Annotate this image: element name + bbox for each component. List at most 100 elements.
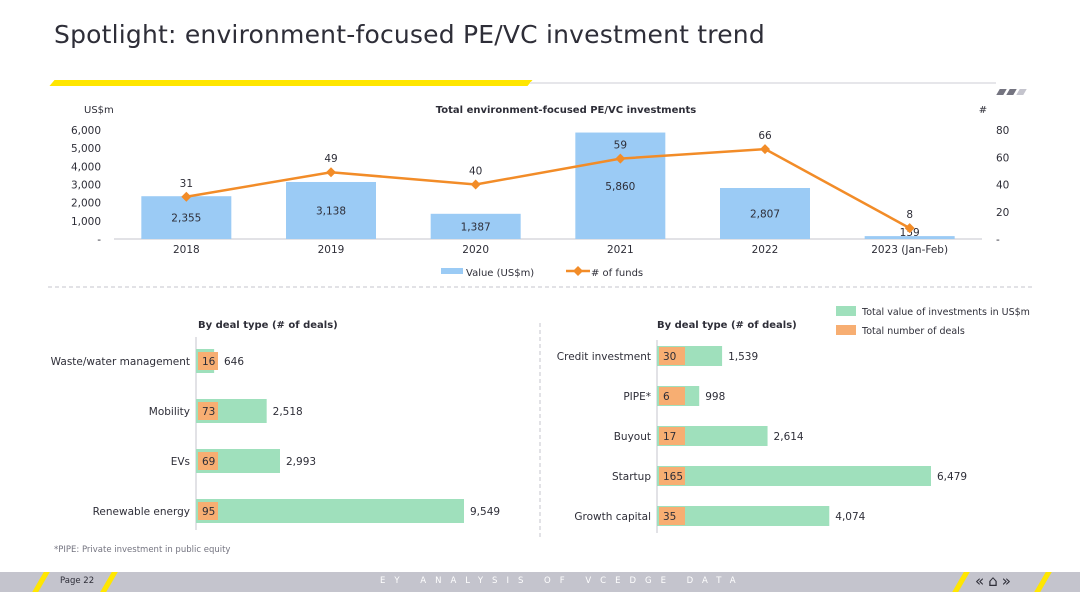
footer-nav: «⌂»: [975, 572, 1015, 590]
value-label: 6,479: [937, 471, 967, 483]
page-number: Page 22: [60, 576, 95, 586]
legend-value-swatch: [441, 268, 463, 274]
category-label: Mobility: [149, 406, 190, 418]
bar-data-label: 3,138: [316, 205, 346, 217]
count-marker: [198, 502, 218, 520]
left-tick-label: 5,000: [71, 143, 101, 155]
count-label: 35: [663, 511, 676, 523]
funds-data-label: 8: [906, 209, 913, 221]
value-bar: [864, 236, 955, 239]
value-bar: [196, 499, 464, 523]
funds-line: [186, 147, 911, 230]
left-tick-label: 3,000: [71, 180, 101, 192]
legend-funds-marker: [573, 266, 583, 276]
right-tick-label: 80: [996, 125, 1009, 137]
value-label: 646: [224, 356, 244, 368]
count-label: 30: [663, 351, 676, 363]
category-label: Startup: [612, 471, 651, 483]
funds-data-label: 40: [469, 166, 482, 178]
main-chart-title: Total environment-focused PE/VC investme…: [436, 105, 697, 116]
x-tick-label: 2018: [173, 244, 200, 256]
legend-total-deals-swatch: [836, 325, 856, 335]
right-axis-unit: #: [979, 105, 987, 116]
count-marker: [659, 347, 685, 365]
left-axis-unit: US$m: [84, 105, 114, 116]
value-bar: [286, 181, 376, 239]
x-tick-label: 2021: [607, 244, 634, 256]
double-chevron-left-icon[interactable]: «: [975, 572, 985, 590]
double-chevron-right-icon[interactable]: »: [1001, 572, 1011, 590]
value-bar: [141, 196, 232, 239]
x-tick-label: 2019: [318, 244, 345, 256]
legend-funds-label: # of funds: [591, 268, 643, 279]
bar-data-label: 5,860: [605, 181, 635, 193]
count-marker: [659, 467, 685, 485]
bar-data-label: 2,807: [750, 209, 780, 221]
funds-point: [904, 223, 915, 234]
funds-data-label: 59: [614, 140, 627, 152]
category-label: PIPE*: [623, 391, 651, 403]
legend-total-deals-label: Total number of deals: [861, 326, 965, 337]
right-tick-label: 20: [996, 207, 1009, 219]
left-tick-label: 2,000: [71, 198, 101, 210]
value-label: 9,549: [470, 506, 500, 518]
count-marker: [198, 402, 218, 420]
x-tick-label: 2020: [462, 244, 489, 256]
count-marker: [659, 387, 685, 405]
funds-data-label: 49: [324, 153, 337, 165]
right-tick-label: -: [996, 234, 1000, 246]
funds-point: [615, 153, 626, 164]
count-marker: [659, 427, 685, 445]
count-label: 165: [663, 471, 683, 483]
value-bar: [430, 213, 521, 239]
left-tick-label: 4,000: [71, 161, 101, 173]
panel-title: By deal type (# of deals): [198, 320, 338, 331]
value-bar: [720, 188, 810, 239]
bar-data-label: 1,387: [461, 221, 491, 233]
value-label: 998: [705, 391, 725, 403]
page-title: Spotlight: environment-focused PE/VC inv…: [54, 20, 765, 49]
value-label: 2,614: [774, 431, 804, 443]
category-label: Growth capital: [574, 511, 651, 523]
value-bar: [575, 132, 666, 239]
count-marker: [198, 452, 218, 470]
left-tick-label: 1,000: [71, 216, 101, 228]
value-label: 2,993: [286, 456, 316, 468]
funds-point: [760, 144, 770, 155]
value-label: 2,518: [273, 406, 303, 418]
footer-slash-left: [32, 572, 50, 592]
count-label: 73: [202, 406, 215, 418]
count-label: 69: [202, 456, 215, 468]
count-label: 95: [202, 506, 215, 518]
footnote: *PIPE: Private investment in public equi…: [54, 545, 231, 555]
home-icon[interactable]: ⌂: [988, 572, 998, 590]
count-marker: [198, 352, 218, 370]
legend-total-value-swatch: [836, 306, 856, 316]
value-bar: [657, 506, 830, 526]
left-tick-label: 6,000: [71, 125, 101, 137]
funds-data-label: 66: [758, 130, 772, 142]
category-label: Waste/water management: [51, 356, 190, 368]
footer-bar: Page 22 EY ANALYSIS OF VCEDGE DATA «⌂»: [0, 572, 1080, 592]
left-tick-label: -: [97, 234, 101, 246]
right-tick-label: 60: [996, 152, 1009, 164]
chart-area: US$m # Total environment-focused PE/VC inv…: [48, 105, 1032, 537]
count-marker: [659, 507, 685, 525]
count-label: 17: [663, 431, 676, 443]
panel-title: By deal type (# of deals): [657, 320, 797, 331]
x-tick-label: 2023 (Jan-Feb): [871, 244, 948, 256]
x-tick-label: 2022: [752, 244, 779, 256]
funds-point: [326, 167, 336, 178]
legend-value-label: Value (US$m): [466, 268, 534, 279]
footer-slash-right-2: [1034, 572, 1052, 592]
category-label: Buyout: [614, 431, 651, 443]
footer-slash-right: [952, 572, 970, 592]
footer-slash-left-2: [100, 572, 118, 592]
funds-point: [470, 179, 481, 190]
category-label: Renewable energy: [93, 506, 190, 518]
footer-source: EY ANALYSIS OF VCEDGE DATA: [380, 576, 745, 586]
right-tick-label: 40: [996, 180, 1009, 192]
funds-point: [181, 191, 192, 202]
value-label: 4,074: [835, 511, 865, 523]
value-bar: [657, 466, 931, 486]
